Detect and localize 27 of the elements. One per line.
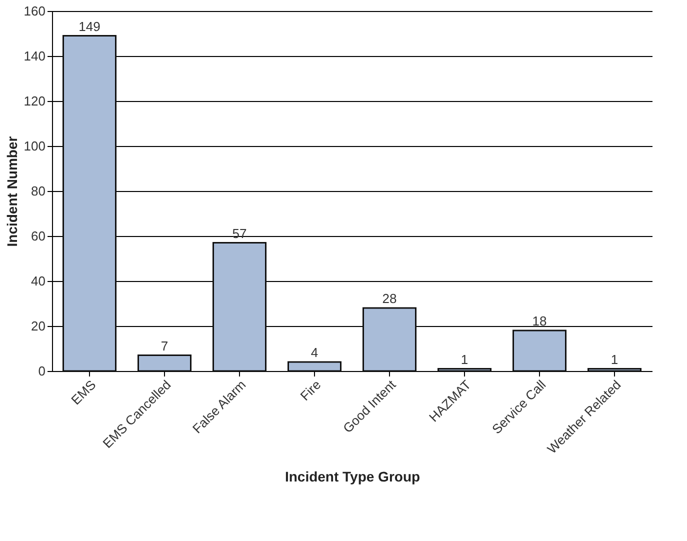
y-tick-label: 120 bbox=[24, 94, 46, 108]
bar bbox=[588, 368, 642, 372]
bar bbox=[138, 354, 192, 372]
bar bbox=[362, 307, 416, 372]
x-tick-label: Fire bbox=[297, 377, 324, 404]
bar bbox=[212, 242, 266, 372]
x-axis-title: Incident Type Group bbox=[284, 468, 420, 485]
data-label: 7 bbox=[160, 338, 168, 354]
bar bbox=[512, 330, 566, 372]
data-label: 149 bbox=[78, 18, 100, 34]
y-tick-label: 60 bbox=[31, 228, 46, 244]
bar bbox=[62, 35, 116, 372]
data-label: 4 bbox=[310, 345, 318, 360]
y-tick-label: 40 bbox=[31, 274, 46, 288]
y-tick-label: 140 bbox=[24, 48, 46, 64]
y-tick-label: 160 bbox=[24, 4, 46, 18]
bar bbox=[438, 368, 492, 372]
y-tick-label: 100 bbox=[24, 138, 46, 154]
bar bbox=[288, 361, 342, 372]
data-label: 1 bbox=[460, 352, 468, 367]
data-label: 18 bbox=[532, 314, 547, 328]
data-label: 1 bbox=[610, 352, 618, 367]
y-tick-label: 80 bbox=[31, 184, 46, 198]
y-tick-label: 20 bbox=[31, 318, 46, 334]
y-tick-label: 0 bbox=[38, 364, 46, 378]
data-label: 28 bbox=[382, 291, 397, 306]
y-axis-title: Incident Number bbox=[4, 136, 20, 247]
